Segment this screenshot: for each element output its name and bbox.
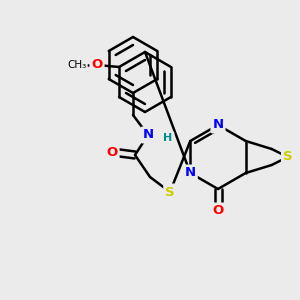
- Text: N: N: [185, 167, 196, 179]
- Text: O: O: [92, 58, 103, 71]
- Text: N: N: [212, 118, 224, 131]
- Text: CH₃: CH₃: [68, 60, 87, 70]
- Text: S: S: [283, 151, 292, 164]
- Text: O: O: [106, 146, 118, 158]
- Text: H: H: [164, 133, 172, 143]
- Text: S: S: [165, 185, 175, 199]
- Text: N: N: [142, 128, 154, 142]
- Text: O: O: [212, 205, 224, 218]
